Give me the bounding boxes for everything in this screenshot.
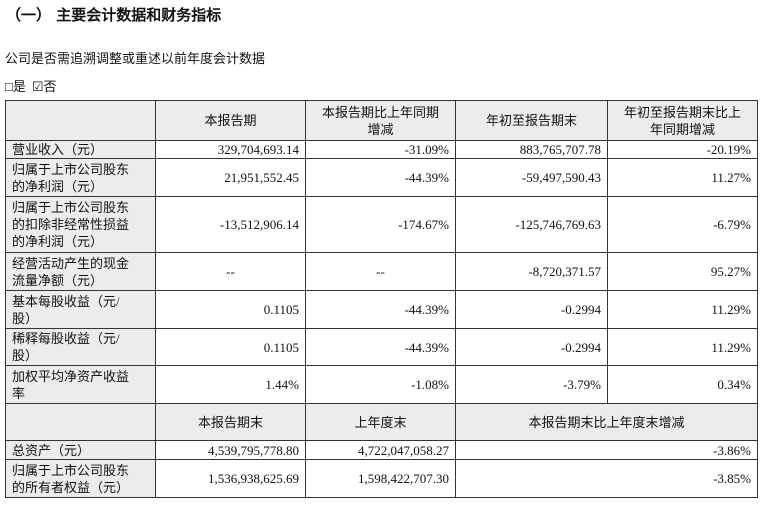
row: 总资产（元） 4,539,795,778.80 4,722,047,058.27 -3…: [5, 440, 758, 460]
cell: -8,720,371.57: [455, 252, 608, 291]
row: 营业收入（元） 329,704,693.14 -31.09% 883,765,707.…: [5, 140, 758, 159]
cell: 稀释每股收益（元/股）: [5, 328, 156, 366]
row: 稀释每股收益（元/股） 0.1105 -44.39% -0.2994 11.29%: [5, 328, 758, 366]
financial-table: 本报告期 本报告期比上年同期 增减 年初至报告期末 年初至报告期末比上 年同期增减 营业收入…: [5, 100, 758, 498]
cell: -6.79%: [607, 196, 758, 253]
cell: 21,951,552.45: [155, 158, 306, 197]
cell-line: 稀释每股收益（元/: [12, 331, 120, 346]
option: □是: [5, 79, 26, 94]
cell: 11.29%: [607, 328, 758, 366]
cell: 经营活动产生的现金 流量净额（元）: [5, 252, 156, 291]
row: 本报告期 本报告期比上年同期 增减 年初至报告期末 年初至报告期末比上 年同期增减: [5, 100, 758, 141]
cell: 883,765,707.78: [455, 140, 608, 159]
row: 本报告期末 上年度末 本报告期末比上年度末增减: [5, 403, 758, 441]
cell: 4,539,795,778.80: [155, 440, 306, 460]
cell: -13,512,906.14: [155, 196, 306, 253]
cell-line: 归属于上市公司股东: [12, 161, 130, 177]
heading: （一） 主要会计数据和财务指标: [6, 6, 222, 24]
cell: -0.2994: [455, 328, 608, 366]
cell: [5, 100, 156, 141]
cell: 4,722,047,058.27: [305, 440, 456, 460]
cell: 本报告期: [155, 100, 306, 141]
cell: 0.1105: [155, 328, 306, 366]
cell: -3.86%: [455, 440, 758, 460]
cell-line: 营业收入（元）: [12, 142, 104, 157]
cell: -3.79%: [455, 365, 608, 404]
cell-line: 本报告期比上年同期: [321, 104, 439, 120]
cell-line: 的扣除非经常性损益: [12, 217, 130, 232]
cell: 基本每股收益（元/股）: [5, 290, 156, 329]
cell: 上年度末: [305, 403, 456, 441]
cell: -44.39%: [305, 158, 456, 197]
cell-line: 归属于上市公司股东: [12, 462, 130, 478]
cell: 329,704,693.14: [155, 140, 306, 159]
cell: -44.39%: [305, 328, 456, 366]
row: 归属于上市公司股东 的所有者权益（元） 1,536,938,625.69 1,598,…: [5, 459, 758, 498]
cell: --: [155, 252, 306, 291]
cell: 1.44%: [155, 365, 306, 404]
cell: 11.27%: [607, 158, 758, 197]
cell: -1.08%: [305, 365, 456, 404]
cell: -44.39%: [305, 290, 456, 329]
row: 归属于上市公司股东 的净利润（元） 21,951,552.45 -44.39% -59,…: [5, 158, 758, 197]
cell-line: 归属于上市公司股东: [12, 200, 130, 215]
cell: 加权平均净资产收益率: [5, 365, 156, 404]
cell: --: [305, 252, 456, 291]
cell-line: 股）: [12, 310, 39, 326]
cell: 本报告期比上年同期 增减: [305, 100, 456, 141]
cell: 年初至报告期末比上 年同期增减: [607, 100, 758, 141]
options: □是 ☑否: [5, 76, 63, 95]
cell: 营业收入（元）: [5, 140, 156, 159]
cell: -174.67%: [305, 196, 456, 253]
question: 公司是否需追溯调整或重述以前年度会计数据: [5, 51, 266, 66]
cell-line: 加权平均净资产收益: [12, 368, 130, 384]
cell: 0.1105: [155, 290, 306, 329]
cell: 本报告期末: [155, 403, 306, 441]
cell-line: 经营活动产生的现金: [12, 255, 130, 271]
cell-line: 增减: [367, 121, 394, 137]
cell: -59,497,590.43: [455, 158, 608, 197]
cell-line: 年初至报告期末: [485, 113, 577, 128]
cell: 11.29%: [607, 290, 758, 329]
row: 加权平均净资产收益率 1.44% -1.08% -3.79% 0.34%: [5, 365, 758, 404]
cell-line: 总资产（元）: [12, 442, 91, 458]
cell: 归属于上市公司股东 的扣除非经常性损益 的净利润（元）: [5, 196, 156, 253]
cell: 0.34%: [607, 365, 758, 404]
cell: -0.2994: [455, 290, 608, 329]
cell: -20.19%: [607, 140, 758, 159]
cell-line: 股）: [12, 348, 39, 363]
row: 基本每股收益（元/股） 0.1105 -44.39% -0.2994 11.29%: [5, 290, 758, 329]
cell: 本报告期末比上年度末增减: [455, 403, 758, 441]
row: 经营活动产生的现金 流量净额（元） -- -- -8,720,371.57 95.27%: [5, 252, 758, 291]
cell: -3.85%: [455, 459, 758, 498]
cell: [5, 403, 156, 441]
cell-line: 率: [12, 385, 26, 401]
cell-line: 年初至报告期末比上: [623, 104, 741, 120]
cell-line: 的净利润（元）: [12, 178, 104, 194]
option: ☑否: [31, 79, 57, 94]
cell: 1,598,422,707.30: [305, 459, 456, 498]
cell-line: 流量净额（元）: [12, 272, 104, 288]
cell-line: 基本每股收益（元/: [12, 293, 120, 309]
cell: 95.27%: [607, 252, 758, 291]
cell: 归属于上市公司股东 的所有者权益（元）: [5, 459, 156, 498]
row: 归属于上市公司股东 的扣除非经常性损益 的净利润（元） -13,512,906.14-…: [5, 196, 758, 253]
cell-line: 年同期增减: [649, 121, 715, 137]
cell: 归属于上市公司股东 的净利润（元）: [5, 158, 156, 197]
cell-line: 的净利润（元）: [12, 234, 104, 249]
cell: 1,536,938,625.69: [155, 459, 306, 498]
cell: -31.09%: [305, 140, 456, 159]
cell: 年初至报告期末: [455, 100, 608, 141]
cell: 总资产（元）: [5, 440, 156, 460]
cell-line: 本报告期: [204, 113, 257, 128]
cell-line: 的所有者权益（元）: [12, 479, 130, 495]
cell: -125,746,769.63: [455, 196, 608, 253]
